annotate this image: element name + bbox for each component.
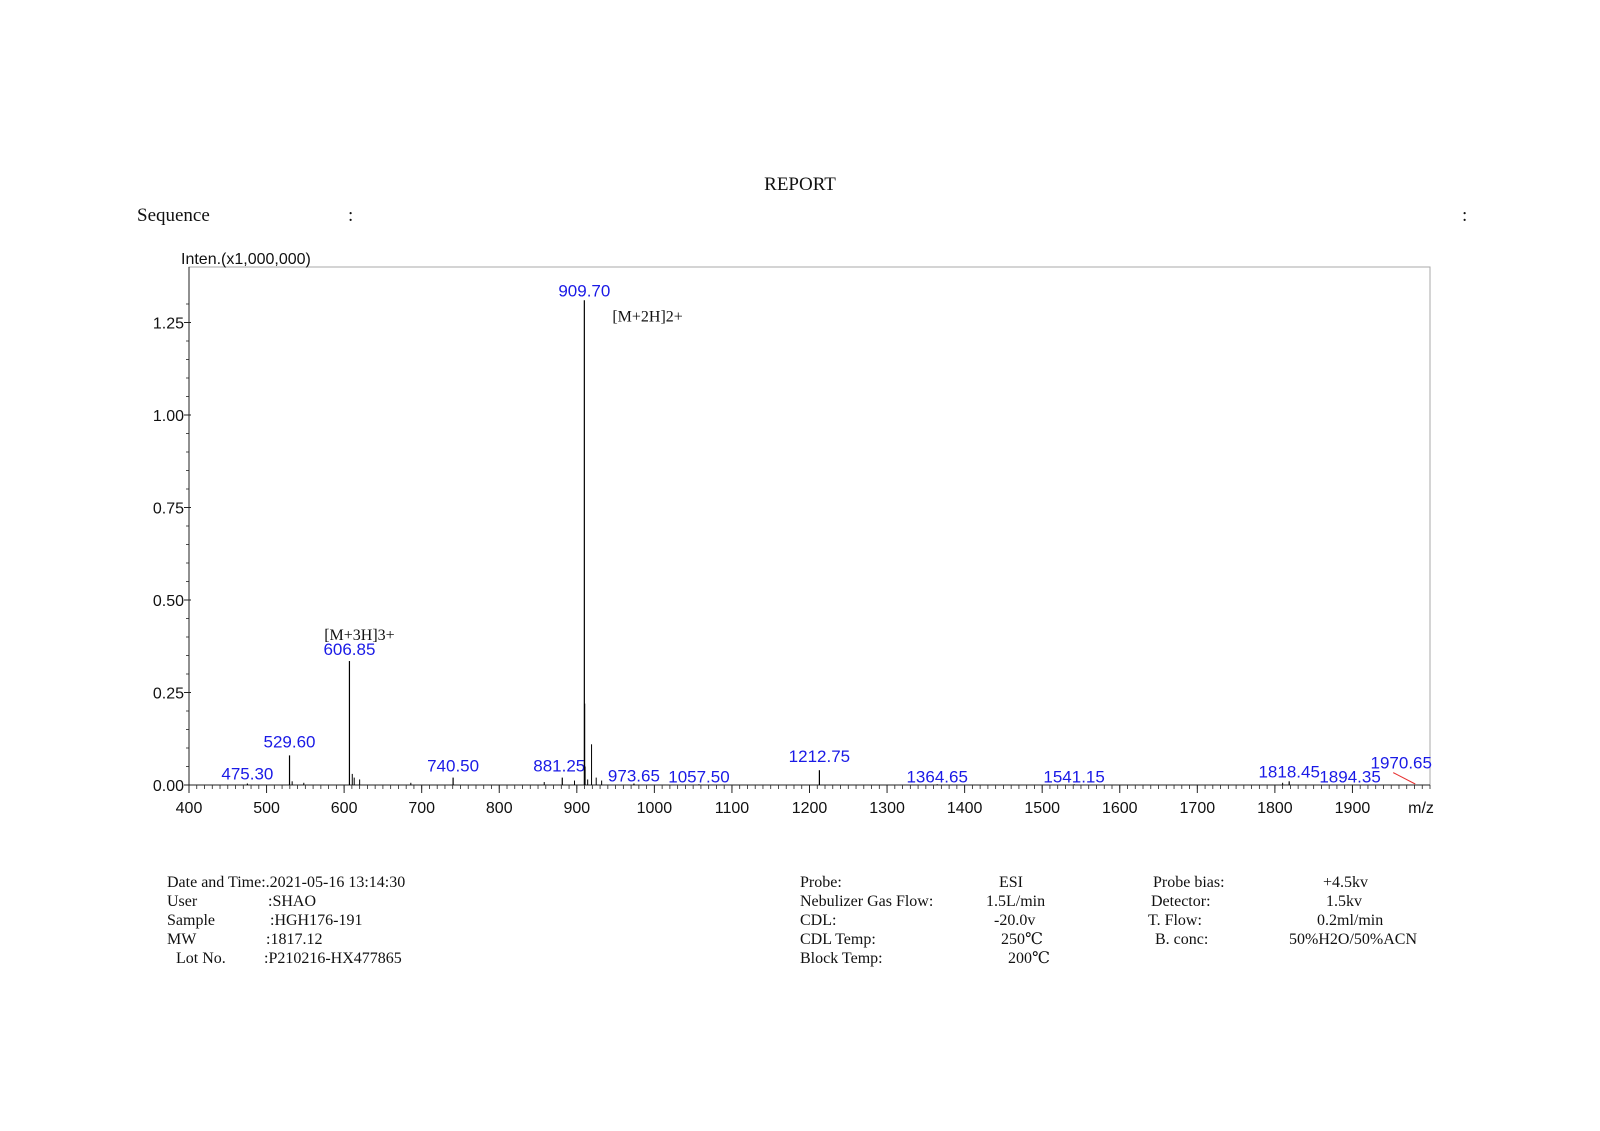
x-tick-label: 600 <box>331 800 358 817</box>
peak-label: 1364.65 <box>906 767 967 786</box>
peak-label: 740.50 <box>427 757 479 776</box>
date-key: Date and Time: <box>167 874 266 891</box>
info-bconc-value: 50%H2O/50%ACN <box>1289 931 1417 948</box>
y-tick-label: 0.25 <box>153 686 184 703</box>
peak-label: 1818.45 <box>1258 762 1319 781</box>
info-left-lot-value: :P210216-HX477865 <box>264 950 402 967</box>
peak-label: 1894.35 <box>1319 768 1380 787</box>
peak-label: 909.70 <box>558 281 610 300</box>
x-tick-label: 1400 <box>947 800 983 817</box>
date-value: .2021-05-16 13:14:30 <box>265 874 406 891</box>
info-left-sample-value: :HGH176-191 <box>270 912 363 929</box>
label-pointer-line <box>1393 772 1416 785</box>
mass-spectrum-chart: Inten.(x1,000,000) 0.00 0.25 0.50 0.75 1.00 1.… <box>153 251 1434 817</box>
info-bconc-key: B. conc: <box>1155 931 1209 948</box>
info-left-sample-key: Sample <box>167 912 215 929</box>
sequence-colon-right: : <box>1462 205 1468 226</box>
peak-label: 973.65 <box>608 767 660 786</box>
info-cdl-value: -20.0v <box>994 912 1036 929</box>
info-left-date: Date and Time:.2021-05-16 13:14:30 <box>167 873 405 892</box>
peak-label: 606.85 <box>323 640 375 659</box>
info-cdl-temp-value: 250℃ <box>1001 931 1043 948</box>
info-detector-key: Detector: <box>1151 893 1211 910</box>
info-nebulizer-key: Nebulizer Gas Flow: <box>800 893 934 910</box>
plot-frame <box>188 266 1431 786</box>
peak-label: 1212.75 <box>789 747 850 766</box>
x-tick-label: 1200 <box>792 800 828 817</box>
info-left-lot-key: Lot No. <box>176 950 226 967</box>
annotation-m2h: [M+2H]2+ <box>612 308 682 325</box>
peak-label: 1057.50 <box>668 767 729 786</box>
info-block-temp-value: 200℃ <box>1008 950 1050 967</box>
info-probe-key: Probe: <box>800 874 842 891</box>
x-tick-label: 1000 <box>637 800 673 817</box>
y-tick-label: 1.00 <box>153 408 184 425</box>
peak-label: 475.30 <box>221 765 273 784</box>
x-tick-label: 1900 <box>1335 800 1371 817</box>
x-tick-label: 1700 <box>1180 800 1216 817</box>
y-tick-label: 0.00 <box>153 778 184 795</box>
x-tick-label: 1800 <box>1257 800 1293 817</box>
x-axis-label: m/z <box>1408 800 1434 817</box>
peak-label: 1970.65 <box>1371 754 1432 773</box>
info-detector-value: 1.5kv <box>1326 893 1362 910</box>
report-title: REPORT <box>764 174 836 195</box>
sequence-label: Sequence <box>137 205 210 226</box>
info-probe-bias-key: Probe bias: <box>1153 874 1225 891</box>
info-nebulizer-value: 1.5L/min <box>986 893 1046 910</box>
x-tick-label: 400 <box>176 800 203 817</box>
x-tick-label: 700 <box>408 800 435 817</box>
sequence-colon-left: : <box>348 205 354 226</box>
info-tflow-value: 0.2ml/min <box>1317 912 1384 929</box>
annotation-m3h: [M+3H]3+ <box>324 627 394 644</box>
x-tick-label: 1500 <box>1024 800 1060 817</box>
info-left-mw-value: :1817.12 <box>266 931 323 948</box>
y-tick-label: 1.25 <box>153 316 184 333</box>
info-probe-bias-value: +4.5kv <box>1323 874 1369 891</box>
info-left-user-value: :SHAO <box>268 893 317 910</box>
x-tick-label: 800 <box>486 800 513 817</box>
x-tick-label: 1100 <box>715 800 750 817</box>
info-cdl-temp-key: CDL Temp: <box>800 931 876 948</box>
peak-label: 529.60 <box>264 732 316 751</box>
y-tick-label: 0.50 <box>153 593 184 610</box>
x-tick-label: 1600 <box>1102 800 1138 817</box>
peak-label: 881.25 <box>533 757 585 776</box>
info-left-mw-key: MW <box>167 931 197 948</box>
x-tick-label: 1300 <box>869 800 905 817</box>
info-cdl-key: CDL: <box>800 912 837 929</box>
x-tick-label: 500 <box>253 800 280 817</box>
info-tflow-key: T. Flow: <box>1148 912 1202 929</box>
info-block-temp-key: Block Temp: <box>800 950 883 967</box>
peak-label: 1541.15 <box>1043 767 1104 786</box>
info-probe-value: ESI <box>999 874 1023 891</box>
y-axis-label: Inten.(x1,000,000) <box>181 251 311 268</box>
y-tick-label: 0.75 <box>153 501 184 518</box>
info-left-user-key: User <box>167 893 198 910</box>
x-tick-label: 900 <box>563 800 590 817</box>
